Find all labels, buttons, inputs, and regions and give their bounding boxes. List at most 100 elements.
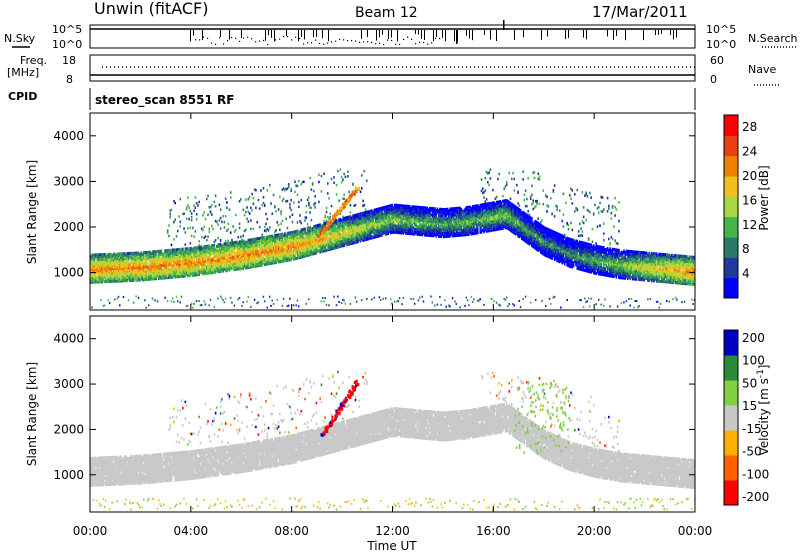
nsearch-dot xyxy=(215,44,216,45)
power-cell xyxy=(336,184,338,187)
noise-spike xyxy=(484,30,485,35)
power-cell xyxy=(254,299,256,301)
power-cell xyxy=(313,190,315,193)
power-cell xyxy=(382,298,384,300)
noise-spike xyxy=(382,30,383,35)
power-cell xyxy=(333,182,335,185)
power-cell xyxy=(187,227,189,230)
power-cell xyxy=(205,303,207,305)
power-cell xyxy=(168,224,170,227)
power-cell xyxy=(272,300,274,302)
power-cell xyxy=(398,300,400,302)
power-cell xyxy=(183,227,185,230)
nsearch-dot xyxy=(271,37,272,38)
power-cell xyxy=(244,214,246,217)
power-cell xyxy=(361,187,363,190)
power-cell xyxy=(318,181,320,184)
power-cell xyxy=(220,217,222,220)
power-cell xyxy=(224,301,226,303)
nsearch-dot xyxy=(315,39,316,40)
beam-title: Beam 12 xyxy=(355,5,418,21)
power-cell xyxy=(260,189,262,192)
power-cell xyxy=(290,188,292,191)
power-cell xyxy=(293,201,295,204)
noise-spike xyxy=(316,30,317,37)
power-cell xyxy=(133,302,135,304)
nave-tick-top: 60 xyxy=(710,54,724,67)
power-cell xyxy=(225,240,227,243)
power-cell xyxy=(327,182,329,185)
power-cell xyxy=(336,304,338,306)
power-cell xyxy=(413,298,415,300)
nsearch-dot xyxy=(427,44,428,45)
power-cell xyxy=(337,296,339,298)
noise-tick-bottom-right: 10^0 xyxy=(706,38,736,51)
power-cell xyxy=(190,227,192,230)
power-cell xyxy=(394,301,396,303)
nsearch-dot xyxy=(435,38,436,39)
noise-tick-top-left: 10^5 xyxy=(52,23,82,36)
power-cell xyxy=(216,220,218,223)
power-cell xyxy=(173,238,175,241)
power-cell xyxy=(248,220,250,223)
power-cell xyxy=(237,236,239,239)
nsearch-dot xyxy=(411,39,412,40)
power-cell xyxy=(246,218,248,221)
noise-spike xyxy=(379,30,380,37)
power-cell xyxy=(245,211,247,214)
power-cell xyxy=(246,206,248,209)
nsearch-dot xyxy=(311,42,312,43)
power-cell xyxy=(205,235,207,238)
power-cell xyxy=(304,219,306,222)
power-cell xyxy=(261,204,263,207)
power-cell xyxy=(220,208,222,211)
power-cell xyxy=(309,211,311,214)
power-cell xyxy=(350,204,352,207)
noise-spike xyxy=(367,30,368,37)
power-cell xyxy=(211,204,213,207)
power-cell xyxy=(331,178,333,181)
power-cell xyxy=(225,215,227,218)
power-cell xyxy=(211,225,213,228)
noise-spike xyxy=(454,30,455,41)
power-cell xyxy=(264,300,266,302)
noise-spike xyxy=(301,30,302,37)
power-cell xyxy=(264,226,266,229)
freq-units-label: [MHz] xyxy=(7,66,39,79)
noise-spike xyxy=(241,30,242,38)
noise-spike xyxy=(496,30,497,41)
power-cell xyxy=(195,196,197,199)
noise-spike xyxy=(673,30,674,39)
freq-tick-bottom: 8 xyxy=(66,73,73,86)
power-cell xyxy=(255,189,257,192)
power-cell xyxy=(187,196,189,199)
noise-spike xyxy=(625,30,626,40)
power-cell xyxy=(275,210,277,213)
power-cell xyxy=(399,297,401,299)
power-cell xyxy=(266,189,268,192)
power-cell xyxy=(403,297,405,299)
nsearch-dot xyxy=(223,43,224,44)
power-cell xyxy=(321,175,323,178)
nsearch-dot xyxy=(387,40,388,41)
power-cell xyxy=(341,176,343,179)
power-cell xyxy=(314,206,316,209)
power-cell xyxy=(329,216,331,219)
power-cell xyxy=(259,226,261,229)
power-cell xyxy=(366,298,368,300)
power-cell xyxy=(219,204,221,207)
power-cell xyxy=(205,218,207,221)
power-cell xyxy=(265,213,267,216)
power-cell xyxy=(350,303,352,305)
power-cell xyxy=(207,214,209,217)
power-cell xyxy=(253,228,255,231)
nsearch-dot xyxy=(423,42,424,43)
power-cell xyxy=(201,304,203,306)
noise-spike xyxy=(424,30,425,40)
power-cell xyxy=(186,217,188,220)
power-cell xyxy=(297,221,299,224)
power-cell xyxy=(217,237,219,240)
power-cell xyxy=(188,218,190,221)
power-cell xyxy=(182,248,184,251)
